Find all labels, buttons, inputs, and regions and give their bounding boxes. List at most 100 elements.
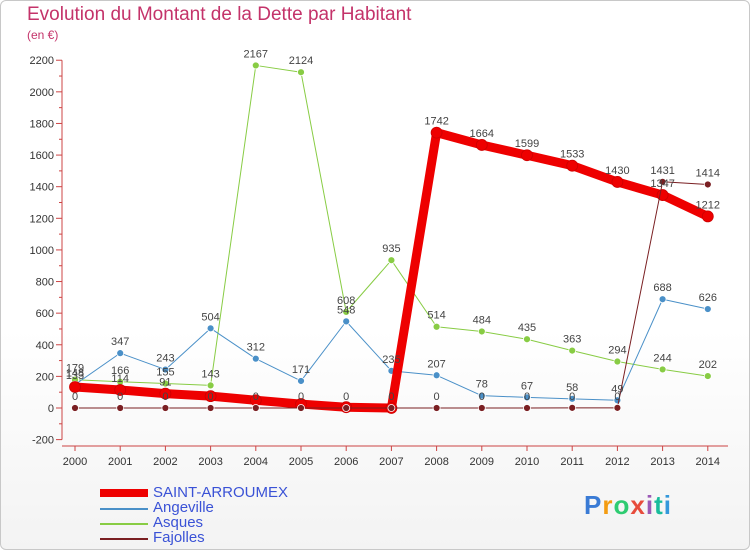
y-tick-label: 200 bbox=[36, 371, 54, 383]
legend-label: SAINT-ARROUMEX bbox=[153, 484, 289, 501]
data-label: 0 bbox=[388, 391, 394, 403]
data-label: 1347 bbox=[650, 178, 674, 190]
data-label: 133 bbox=[66, 370, 84, 382]
legend-swatch bbox=[100, 523, 148, 525]
data-label: 2167 bbox=[244, 48, 268, 60]
data-label: 207 bbox=[427, 358, 445, 370]
legend-item: Asques bbox=[100, 514, 360, 531]
legend-label: Angeville bbox=[153, 499, 214, 516]
y-tick-label: 1600 bbox=[30, 150, 54, 162]
data-point bbox=[69, 381, 81, 393]
x-tick-label: 2003 bbox=[198, 456, 222, 468]
data-point bbox=[568, 346, 577, 355]
x-tick-label: 2005 bbox=[289, 456, 313, 468]
legend-label: Fajolles bbox=[153, 529, 205, 546]
x-tick-label: 2012 bbox=[605, 456, 629, 468]
data-label: 202 bbox=[699, 359, 717, 371]
data-label: 0 bbox=[614, 391, 620, 403]
data-label: 1664 bbox=[470, 128, 494, 140]
data-label: 504 bbox=[201, 311, 219, 323]
x-tick-label: 2007 bbox=[379, 456, 403, 468]
data-point bbox=[613, 357, 622, 366]
y-tick-label: 2200 bbox=[30, 55, 54, 67]
data-point bbox=[159, 387, 172, 400]
data-label: 688 bbox=[653, 282, 671, 294]
data-point bbox=[116, 349, 125, 358]
data-point bbox=[251, 404, 260, 412]
y-tick-label: 600 bbox=[36, 308, 54, 320]
data-label: 58 bbox=[566, 382, 578, 394]
data-point bbox=[523, 335, 531, 344]
x-tick-label: 2013 bbox=[650, 456, 674, 468]
data-label: 0 bbox=[162, 391, 168, 403]
logo-letter: x bbox=[630, 490, 646, 520]
logo-letter: i bbox=[663, 490, 672, 520]
data-label: 67 bbox=[521, 380, 533, 392]
data-label: 548 bbox=[337, 304, 355, 316]
data-label: 0 bbox=[434, 391, 440, 403]
data-point bbox=[297, 404, 305, 412]
chart-title: Evolution du Montant de la Dette par Hab… bbox=[27, 4, 412, 25]
data-label: 0 bbox=[253, 391, 259, 403]
data-point bbox=[475, 139, 488, 151]
data-point bbox=[477, 391, 486, 400]
data-point bbox=[342, 404, 351, 412]
data-point bbox=[703, 372, 712, 380]
data-label: 1430 bbox=[605, 165, 629, 177]
data-point bbox=[613, 403, 622, 412]
data-label: 484 bbox=[473, 314, 491, 326]
data-point bbox=[387, 256, 396, 265]
data-point bbox=[658, 295, 667, 304]
data-point bbox=[477, 327, 486, 336]
data-label: 2124 bbox=[289, 55, 313, 67]
x-tick-label: 2014 bbox=[696, 456, 720, 468]
data-label: 1533 bbox=[560, 149, 584, 161]
legend-item: SAINT-ARROUMEX bbox=[100, 484, 360, 501]
data-label: 148 bbox=[66, 368, 84, 380]
y-tick-label: 1800 bbox=[30, 118, 54, 130]
data-label: 0 bbox=[72, 391, 78, 403]
y-tick-label: 800 bbox=[36, 277, 54, 289]
x-tick-label: 2001 bbox=[108, 456, 132, 468]
data-label: 114 bbox=[111, 373, 129, 385]
data-point bbox=[701, 210, 714, 223]
data-point bbox=[116, 404, 125, 412]
data-label: 0 bbox=[343, 391, 349, 403]
data-label: 626 bbox=[699, 292, 717, 304]
data-point bbox=[251, 354, 260, 363]
data-point bbox=[611, 176, 624, 188]
y-tick-label: 1400 bbox=[30, 182, 54, 194]
data-point bbox=[477, 404, 486, 412]
data-point bbox=[568, 403, 577, 412]
data-label: 0 bbox=[208, 391, 214, 403]
data-point bbox=[206, 404, 215, 412]
y-tick-label: 400 bbox=[36, 340, 54, 352]
logo-letter: o bbox=[613, 490, 631, 520]
legend-swatch bbox=[100, 538, 148, 540]
data-label: 0 bbox=[524, 391, 530, 403]
data-point bbox=[432, 322, 441, 331]
chart-unit-label: (en €) bbox=[27, 28, 59, 42]
data-point bbox=[523, 393, 531, 402]
legend-item: Angeville bbox=[100, 499, 360, 516]
data-label: 78 bbox=[476, 379, 488, 391]
legend-swatch bbox=[100, 489, 148, 497]
logo-letter: i bbox=[645, 490, 655, 520]
data-label: 0 bbox=[298, 391, 304, 403]
legend-label: Asques bbox=[153, 514, 204, 531]
data-label: 91 bbox=[159, 377, 171, 389]
data-label: 363 bbox=[563, 334, 581, 346]
data-label: 171 bbox=[292, 364, 310, 376]
data-point bbox=[204, 390, 217, 403]
data-point bbox=[387, 404, 396, 412]
data-label: 49 bbox=[611, 383, 623, 395]
data-point bbox=[658, 177, 667, 186]
data-label: 155 bbox=[156, 366, 174, 378]
data-label: 143 bbox=[201, 368, 219, 380]
data-point bbox=[161, 404, 170, 412]
data-label: 1599 bbox=[515, 138, 539, 150]
x-tick-label: 2009 bbox=[470, 456, 494, 468]
data-point bbox=[206, 324, 215, 333]
data-point bbox=[430, 126, 443, 139]
